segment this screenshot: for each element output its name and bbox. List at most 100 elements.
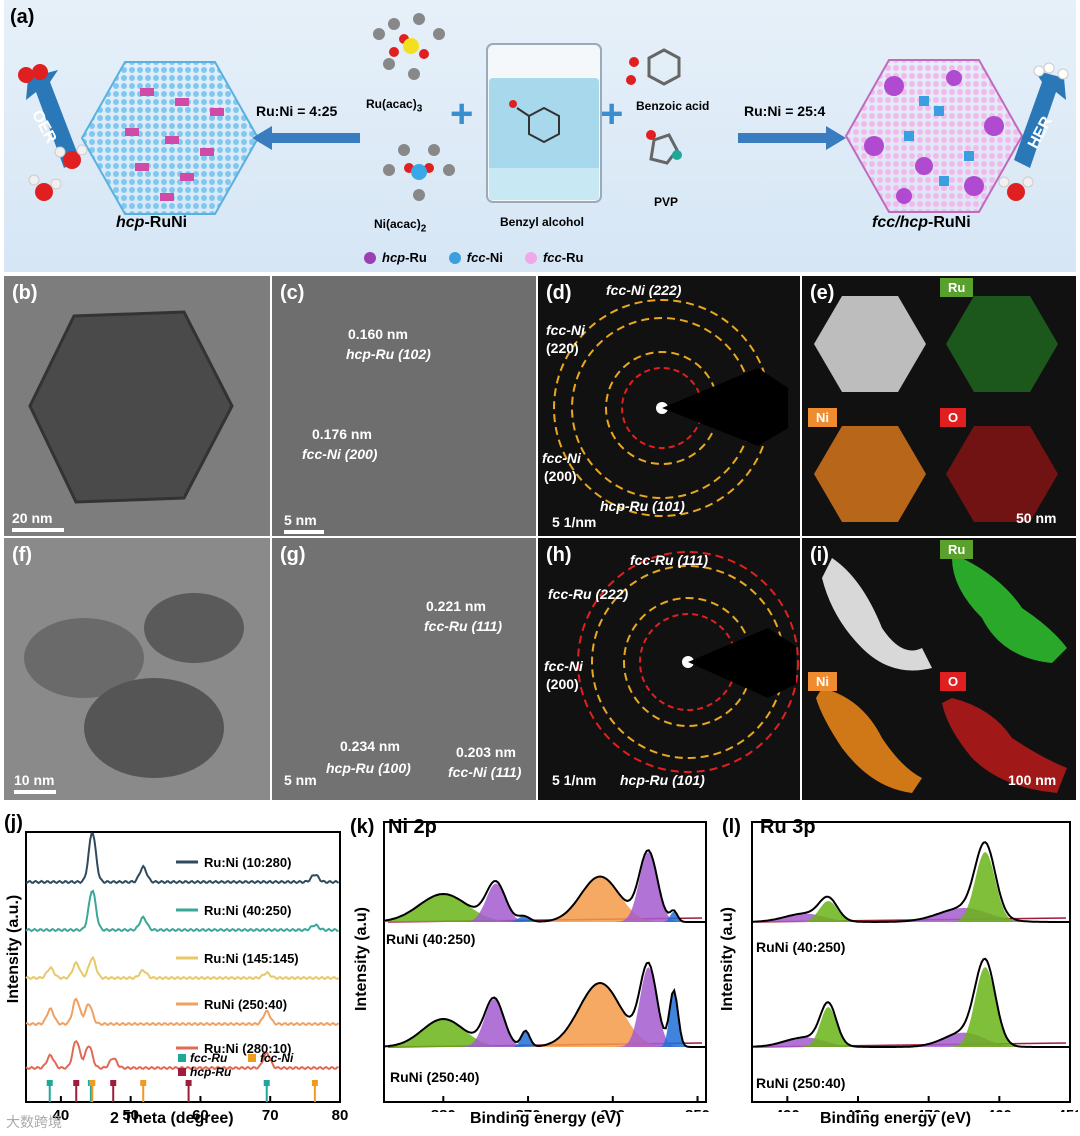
- panel-i-label: (i): [810, 544, 829, 566]
- xrd-marker-legend-label: hcp-Ru: [190, 1065, 232, 1079]
- xps-envelope: [383, 961, 706, 1048]
- legend-fcc-ru: fcc-Ru: [542, 250, 584, 265]
- panel-e-eds: (e) Ru Ni O 50 nm: [802, 276, 1076, 536]
- d-spacing-g2: 0.234 nm: [340, 738, 400, 754]
- aggregate-image: [24, 593, 244, 778]
- d-spacing-1: 0.160 nm: [348, 326, 408, 342]
- ni-acac-molecule-icon: [383, 144, 455, 201]
- xps-sample-top: RuNi (40:250): [756, 939, 845, 955]
- plane-label-1: hcp-Ru (102): [346, 346, 431, 362]
- ring-label-h4: hcp-Ru (101): [620, 772, 705, 788]
- fcc-ru-swatch-icon: [524, 251, 537, 264]
- scale-bar-line: [284, 530, 324, 534]
- watermark: 大数跨境: [6, 1114, 62, 1130]
- xrd-marker-legend-label: fcc-Ru: [190, 1051, 228, 1065]
- panel-d-label: (d): [546, 282, 572, 304]
- fcc-hcp-runi-particle: [844, 59, 1024, 213]
- panel-j-label: (j): [4, 812, 23, 834]
- panel-d-saed: (d) fcc-Ni (222) fcc-Ni (220) fcc-Ni (20…: [538, 276, 800, 536]
- ring-label-3b: (200): [544, 468, 577, 484]
- nanoparticle-hexagon-image: [28, 310, 234, 504]
- her-arrow: [1014, 70, 1066, 168]
- scale-bar-line: [12, 528, 64, 532]
- xps-fit-peak: [752, 967, 1070, 1047]
- scale-bar-e: 50 nm: [1016, 510, 1057, 526]
- xps-tick-label: 880: [431, 1107, 456, 1112]
- xrd-marker-legend-swatch: [178, 1068, 186, 1076]
- h2-molecule-icon: [1033, 62, 1069, 80]
- ratio-left: Ru:Ni = 4:25: [256, 103, 338, 119]
- water-molecule-icon-3: [998, 176, 1034, 201]
- xrd-legend-label: Ru:Ni (40:250): [204, 903, 291, 918]
- plus-icon-2: +: [600, 92, 624, 136]
- ring-label-3a: fcc-Ni: [542, 450, 581, 466]
- panel-a-scheme: (a) hcp-RuNi OER Ru:Ni = 4:25 Ru(ac: [4, 0, 1076, 272]
- legend-item: fcc-Ni: [448, 250, 503, 265]
- xps-fit-peak: [384, 991, 706, 1047]
- o-map-tag-i: O: [940, 672, 967, 691]
- ni2p-chart: 880 870 860 850 RuNi (40:250) RuNi (250:40): [383, 821, 710, 1112]
- xps-fit-peak: [384, 967, 706, 1047]
- o2-molecule-icon: [18, 64, 48, 83]
- xps-envelope: [751, 841, 1070, 923]
- xps-fit-peak: [384, 852, 706, 922]
- fcc-hcp-runi-label: fcc/hcp-RuNi: [872, 214, 971, 231]
- xps-tick-label: 490: [775, 1107, 800, 1112]
- xrd-chart: 40 50 60 70 80 Ru:Ni (10:280) Ru:Ni (40:250) Ru…: [25, 831, 348, 1124]
- hcp-runi-label: hcp-RuNi: [116, 214, 188, 231]
- scale-bar-c: 5 nm: [284, 512, 317, 528]
- xrd-marker-legend-label: fcc-Ni: [260, 1051, 294, 1065]
- xrd-marker-legend-swatch: [178, 1054, 186, 1062]
- legend-item: hcp-Ru: [364, 250, 427, 265]
- ni-map-tag-i: Ni: [808, 672, 837, 691]
- xps-fit-peak: [752, 852, 1070, 922]
- d-spacing-g3: 0.203 nm: [456, 744, 516, 760]
- water-molecule-icon: [54, 144, 88, 169]
- ring-label-h1: fcc-Ru (111): [630, 552, 709, 568]
- legend-item: fcc-Ru: [524, 250, 584, 265]
- right-arrow: [738, 126, 846, 150]
- xps-fit-peak: [384, 911, 706, 922]
- scale-bar-f: 10 nm: [14, 772, 55, 788]
- o-map-tag: O: [940, 408, 967, 427]
- xps-envelope: [383, 849, 706, 923]
- panel-f-tem: (f) 10 nm: [4, 538, 270, 800]
- benzyl-alcohol-label: Benzyl alcohol: [500, 215, 585, 229]
- d-spacing-g1: 0.221 nm: [426, 598, 486, 614]
- ring-label-2a: fcc-Ni: [546, 322, 585, 338]
- xps-sample-top: RuNi (40:250): [386, 931, 475, 947]
- ru3p-xlabel: Binding energy (eV): [820, 1110, 972, 1127]
- ru-acac-molecule-icon: [373, 13, 445, 80]
- legend-hcp-ru: hcp-Ru: [382, 250, 427, 265]
- xrd-legend-label: Ru:Ni (10:280): [204, 855, 291, 870]
- saed-rings-h: [577, 551, 799, 773]
- xrd-series-line: [25, 1039, 339, 1071]
- scale-bar-d: 5 1/nm: [552, 514, 597, 530]
- panel-f-label: (f): [12, 544, 32, 566]
- panel-k-label: (k): [350, 816, 375, 838]
- atom-legend: hcp-Ru fcc-Ni fcc-Ru: [364, 250, 583, 265]
- xps-frame: [751, 821, 1071, 1103]
- panel-g-label: (g): [280, 544, 306, 566]
- xps-fit-peak: [752, 1007, 1070, 1047]
- hcp-ru-swatch-icon: [364, 251, 376, 264]
- panel-c-hrtem: (c) 0.160 nm hcp-Ru (102) 0.176 nm fcc-N…: [272, 276, 536, 536]
- xps-frame: [383, 821, 707, 1103]
- scale-bar-g: 5 nm: [284, 772, 317, 788]
- panel-l-label: (l): [722, 816, 741, 838]
- water-molecule-icon-2: [28, 174, 62, 201]
- scale-bar-h: 5 1/nm: [552, 772, 597, 788]
- xrd-ylabel: Intensity (a.u.): [5, 894, 23, 1004]
- panel-c-label: (c): [280, 282, 305, 304]
- xrd-ref-marker: [73, 1080, 80, 1086]
- fcc-ni-swatch-icon: [448, 251, 461, 264]
- ni-map-tag: Ni: [808, 408, 837, 427]
- legend-fcc-ni: fcc-Ni: [466, 250, 503, 265]
- xrd-series-line: [25, 889, 339, 933]
- xps-sample-bottom: RuNi (250:40): [756, 1075, 845, 1091]
- panel-g-hrtem: (g) 0.221 nm fcc-Ru (111) 0.234 nm hcp-R…: [272, 538, 536, 800]
- xrd-ref-marker: [89, 1080, 96, 1086]
- ru3p-ylabel: Intensity (a.u): [719, 906, 737, 1012]
- xrd-ref-marker: [110, 1080, 117, 1086]
- saed-rings: [553, 299, 788, 517]
